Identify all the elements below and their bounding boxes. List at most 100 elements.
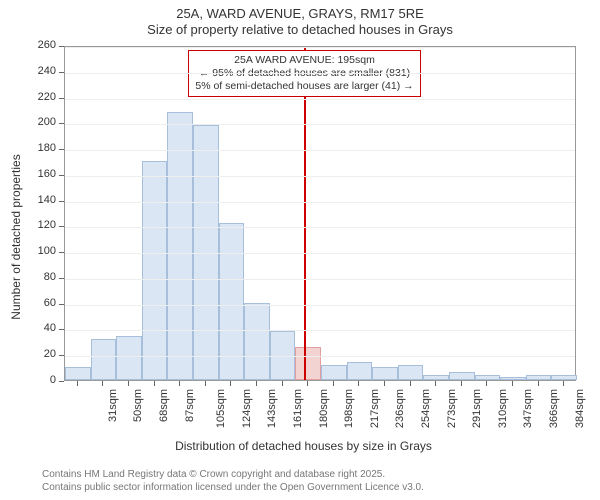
- y-tick-label: 100: [26, 245, 56, 257]
- bar: [526, 375, 552, 380]
- x-tick-label: 31sqm: [107, 389, 119, 422]
- y-tick-label: 160: [26, 168, 56, 180]
- y-tick-label: 180: [26, 142, 56, 154]
- bar: [321, 365, 347, 380]
- y-tick-mark: [59, 123, 64, 124]
- x-tick-mark: [154, 381, 155, 386]
- x-tick-mark: [307, 381, 308, 386]
- x-tick-mark: [410, 381, 411, 386]
- footer: Contains HM Land Registry data © Crown c…: [42, 469, 424, 494]
- y-tick-label: 140: [26, 194, 56, 206]
- x-axis-label: Distribution of detached houses by size …: [26, 439, 581, 453]
- y-tick-mark: [59, 72, 64, 73]
- bar: [116, 336, 142, 380]
- bar: [347, 362, 373, 380]
- x-tick-mark: [486, 381, 487, 386]
- x-tick-label: 254sqm: [420, 389, 432, 428]
- gridline: [65, 253, 575, 254]
- bar: [142, 161, 168, 380]
- y-tick-label: 40: [26, 322, 56, 334]
- x-tick-label: 273sqm: [446, 389, 458, 428]
- footer-line2: Contains public sector information licen…: [42, 482, 424, 495]
- bar: [244, 303, 270, 380]
- x-tick-label: 161sqm: [292, 389, 304, 428]
- y-tick-mark: [59, 226, 64, 227]
- gridline: [65, 330, 575, 331]
- bar: [500, 377, 526, 380]
- gridline: [65, 202, 575, 203]
- callout-line3: 5% of semi-detached houses are larger (4…: [195, 80, 413, 93]
- x-tick-label: 105sqm: [215, 389, 227, 428]
- x-tick-mark: [333, 381, 334, 386]
- x-tick-label: 291sqm: [471, 389, 483, 428]
- x-tick-label: 198sqm: [343, 389, 355, 428]
- y-tick-mark: [59, 355, 64, 356]
- chart-title-line1: 25A, WARD AVENUE, GRAYS, RM17 5RE: [0, 6, 600, 22]
- y-tick-label: 220: [26, 91, 56, 103]
- gridline: [65, 356, 575, 357]
- gridline: [65, 227, 575, 228]
- x-tick-label: 217sqm: [369, 389, 381, 428]
- y-tick-mark: [59, 252, 64, 253]
- y-tick-label: 120: [26, 219, 56, 231]
- gridline: [65, 176, 575, 177]
- callout-line1: 25A WARD AVENUE: 195sqm: [195, 54, 413, 67]
- x-tick-label: 347sqm: [523, 389, 535, 428]
- bar: [449, 372, 475, 380]
- bar: [551, 375, 577, 380]
- bar: [91, 339, 117, 380]
- y-tick-mark: [59, 201, 64, 202]
- gridline: [65, 73, 575, 74]
- x-tick-mark: [102, 381, 103, 386]
- x-tick-mark: [179, 381, 180, 386]
- y-tick-mark: [59, 304, 64, 305]
- x-tick-mark: [282, 381, 283, 386]
- gridline: [65, 99, 575, 100]
- x-tick-label: 236sqm: [395, 389, 407, 428]
- y-tick-label: 240: [26, 65, 56, 77]
- y-tick-mark: [59, 149, 64, 150]
- x-tick-label: 143sqm: [267, 389, 279, 428]
- x-tick-mark: [77, 381, 78, 386]
- x-tick-mark: [512, 381, 513, 386]
- bar: [167, 112, 193, 380]
- x-tick-label: 310sqm: [497, 389, 509, 428]
- gridline: [65, 124, 575, 125]
- bar: [423, 375, 449, 380]
- y-tick-label: 60: [26, 297, 56, 309]
- x-tick-label: 68sqm: [158, 389, 170, 422]
- x-tick-mark: [205, 381, 206, 386]
- x-tick-mark: [358, 381, 359, 386]
- x-tick-label: 50sqm: [132, 389, 144, 422]
- gridline: [65, 305, 575, 306]
- y-tick-label: 20: [26, 348, 56, 360]
- x-tick-mark: [230, 381, 231, 386]
- x-tick-mark: [461, 381, 462, 386]
- x-tick-mark: [563, 381, 564, 386]
- plot-area: 25A WARD AVENUE: 195sqm ← 95% of detache…: [64, 46, 576, 381]
- y-tick-mark: [59, 46, 64, 47]
- y-tick-label: 200: [26, 116, 56, 128]
- x-tick-mark: [538, 381, 539, 386]
- x-tick-label: 366sqm: [548, 389, 560, 428]
- x-ticks: 31sqm50sqm68sqm87sqm105sqm124sqm143sqm16…: [64, 381, 576, 439]
- y-tick-label: 80: [26, 271, 56, 283]
- x-tick-mark: [435, 381, 436, 386]
- gridline: [65, 279, 575, 280]
- x-tick-label: 87sqm: [184, 389, 196, 422]
- page: 25A, WARD AVENUE, GRAYS, RM17 5RE Size o…: [0, 0, 600, 500]
- x-tick-mark: [128, 381, 129, 386]
- x-tick-mark: [384, 381, 385, 386]
- x-tick-label: 384sqm: [574, 389, 586, 428]
- y-tick-label: 0: [26, 374, 56, 386]
- chart-title-line2: Size of property relative to detached ho…: [0, 22, 600, 38]
- footer-line1: Contains HM Land Registry data © Crown c…: [42, 469, 424, 482]
- y-tick-label: 260: [26, 39, 56, 51]
- y-tick-mark: [59, 175, 64, 176]
- title-block: 25A, WARD AVENUE, GRAYS, RM17 5RE Size o…: [0, 0, 600, 39]
- y-tick-mark: [59, 329, 64, 330]
- bar: [295, 347, 321, 381]
- gridline: [65, 150, 575, 151]
- bar: [475, 375, 501, 380]
- x-tick-label: 180sqm: [318, 389, 330, 428]
